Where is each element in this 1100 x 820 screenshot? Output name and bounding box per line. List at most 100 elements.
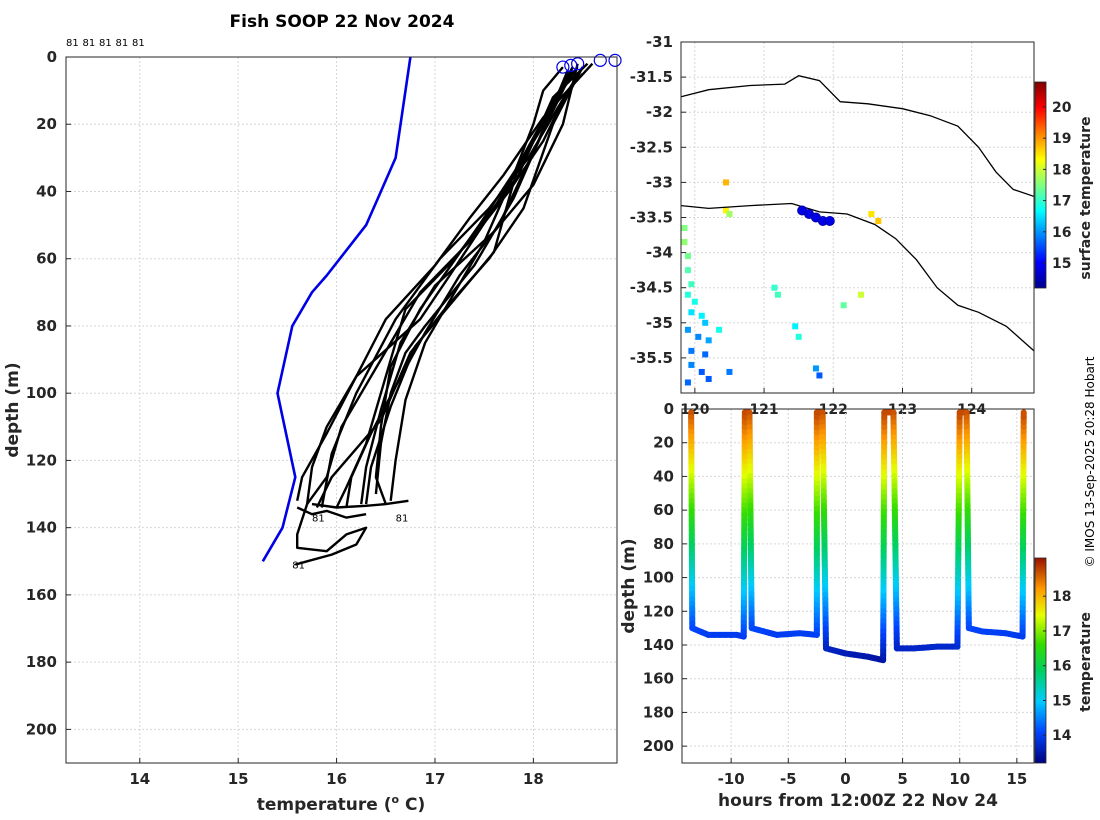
- map-pixel: [726, 210, 733, 217]
- profile-y-tick-label: 120: [26, 451, 57, 469]
- map-pixel: [795, 333, 802, 340]
- copyright-text: © IMOS 13-Sep-2025 20:28 Hobart: [1083, 356, 1097, 567]
- profile-y-tick-label: 0: [47, 48, 57, 66]
- map-y-tick-label: -33: [646, 173, 673, 191]
- map-pixel: [688, 309, 695, 316]
- map-pixel: [816, 372, 823, 379]
- profile-series-cast-6: [389, 66, 564, 501]
- section-colorbar: [1034, 557, 1047, 764]
- profile-series-cast-9: [305, 66, 579, 505]
- map-pixel: [792, 323, 799, 330]
- map-pixel: [875, 218, 882, 225]
- map-pixel: [840, 302, 847, 309]
- cast-label: 81: [312, 514, 325, 525]
- map-ship-track: [797, 205, 835, 227]
- map-pixel: [702, 351, 709, 358]
- map-pixel: [681, 225, 688, 232]
- surface-marker: [571, 57, 585, 71]
- section-panel: -10 -5 0 5 10 15 020406080100120140160180200 …: [619, 400, 1094, 811]
- map-y-tick-label: -35.5: [630, 349, 673, 367]
- map-pixel: [812, 365, 819, 372]
- coastline: [681, 202, 1034, 352]
- map-colorbar: [1034, 81, 1047, 289]
- map-pixel: [695, 333, 702, 340]
- profile-y-tick-label: 140: [26, 519, 57, 537]
- profile-y-tick-label: 200: [26, 720, 57, 738]
- section-colorbar-label: temperature: [1078, 612, 1094, 712]
- map-temperature-pixels: [681, 179, 882, 386]
- top-label: 81: [99, 38, 112, 49]
- map-coastline: [681, 75, 1034, 352]
- map-x-tick-label: 121: [749, 402, 778, 418]
- profile-series-cast-15-deep: [294, 503, 368, 566]
- map-pixel: [774, 291, 781, 298]
- profile-cast-labels: 81 81 81: [292, 514, 408, 572]
- top-label: 81: [83, 38, 96, 49]
- map-colorbar-tick-label: 17: [1052, 194, 1071, 210]
- map-y-tick-label: -31.5: [630, 68, 673, 86]
- profile-y-tick-label: 20: [36, 115, 57, 133]
- section-y-tick-label: 200: [643, 737, 674, 755]
- section-y-ticks: 0 20 40 60 80 100 120 140 160 180 200: [643, 400, 687, 755]
- map-pixel: [681, 239, 688, 246]
- map-colorbar-ticks: 15 16 17 18 19 20: [1043, 100, 1072, 272]
- section-colorbar-tick-label: 18: [1052, 589, 1071, 605]
- profile-y-tick-label: 100: [26, 384, 57, 402]
- map-y-tick-label: -33.5: [630, 209, 673, 227]
- top-label: 81: [116, 38, 129, 49]
- map-y-ticks: -31 -31.5 -32 -32.5 -33 -33.5 -34 -34.5 -35 -35.5: [630, 33, 686, 367]
- surface-marker: [556, 60, 570, 74]
- section-y-tick-label: 60: [653, 501, 674, 519]
- section-x-tick-label: 0: [840, 770, 850, 788]
- profile-top-labels: 81 81 81 81 81: [66, 38, 145, 49]
- map-pixel: [726, 368, 733, 375]
- top-label: 81: [132, 38, 145, 49]
- map-pixel: [698, 312, 705, 319]
- map-pixel: [868, 210, 875, 217]
- section-x-label: hours from 12:00Z 22 Nov 24: [718, 791, 998, 811]
- map-pixel: [688, 281, 695, 288]
- profile-surface-markers: [556, 53, 622, 74]
- surface-marker: [608, 53, 622, 67]
- profile-series-cast-12: [364, 66, 574, 505]
- profile-y-tick-label: 80: [36, 317, 57, 335]
- map-pixel: [684, 379, 691, 386]
- profile-x-tick-label: 16: [326, 770, 347, 788]
- section-colorbar-ticks: 14 15 16 17 18: [1043, 589, 1072, 744]
- top-label: 81: [66, 38, 79, 49]
- map-pixel: [684, 253, 691, 260]
- map-pixel: [702, 319, 709, 326]
- profile-grid: [66, 56, 617, 763]
- map-colorbar-tick-label: 15: [1052, 256, 1071, 272]
- map-colorbar-tick-label: 19: [1052, 131, 1071, 147]
- map-y-tick-label: -34: [646, 244, 673, 262]
- chart-title: Fish SOOP 22 Nov 2024: [230, 12, 455, 32]
- profile-x-ticks: 14 15 16 17 18: [129, 758, 544, 788]
- section-y-tick-label: 140: [643, 636, 674, 654]
- profile-x-label: temperature (o C): [257, 793, 426, 815]
- section-y-tick-label: 20: [653, 434, 674, 452]
- profile-x-tick-label: 15: [228, 770, 249, 788]
- profile-series-cast-4: [360, 63, 579, 505]
- map-y-tick-label: -31: [646, 33, 673, 51]
- surface-marker: [564, 58, 578, 73]
- profile-axes-frame: [65, 56, 618, 764]
- profile-series-cast-7: [296, 72, 584, 502]
- map-pixel: [722, 207, 729, 214]
- profile-y-tick-label: 60: [36, 250, 57, 268]
- section-trace: [688, 409, 1027, 664]
- section-x-tick-label: 10: [949, 770, 970, 788]
- section-y-tick-label: 120: [643, 602, 674, 620]
- map-colorbar-tick-label: 18: [1052, 162, 1071, 178]
- map-x-tick-label: 120: [680, 402, 709, 418]
- section-axes-frame: [681, 408, 1035, 764]
- map-colorbar-label: surface temperature: [1078, 116, 1094, 279]
- map-pixel: [705, 375, 712, 382]
- ship-track-point: [824, 216, 835, 227]
- map-colorbar-tick-label: 20: [1052, 100, 1072, 116]
- map-y-tick-label: -32: [646, 103, 673, 121]
- profile-series: [261, 57, 594, 566]
- map-pixel: [684, 267, 691, 274]
- profile-x-tick-label: 17: [425, 770, 446, 788]
- map-pixel: [691, 298, 698, 305]
